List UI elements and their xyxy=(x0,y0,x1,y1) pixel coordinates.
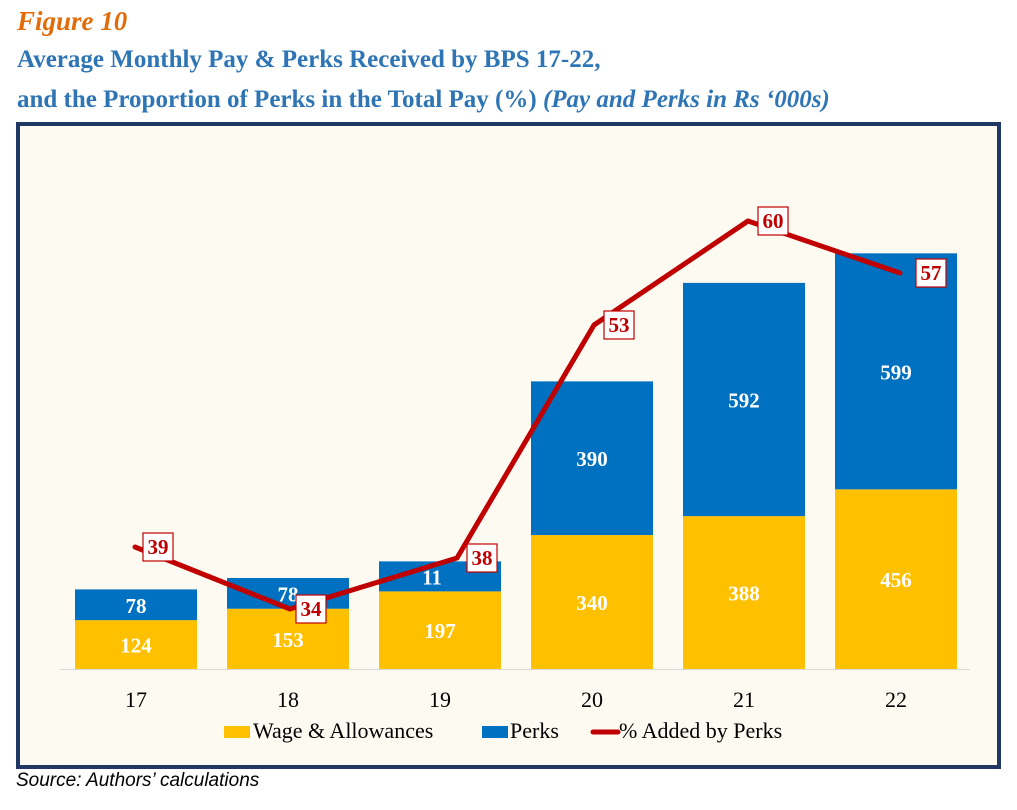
bar-wage-18 xyxy=(227,608,349,669)
bar-wage-19 xyxy=(379,591,501,669)
label-perks-19: 11 xyxy=(422,565,442,589)
label-wage-20: 340 xyxy=(576,591,608,615)
bar-wage-17 xyxy=(75,620,197,669)
label-perks-22: 599 xyxy=(880,360,912,384)
bar-wage-22 xyxy=(835,489,957,669)
chart-frame: 124 78 17 153 78 18 197 11 19 340 390 20 388 592 21 456… xyxy=(16,122,1001,769)
label-wage-18: 153 xyxy=(272,628,304,652)
line-label-20: 53 xyxy=(609,313,630,337)
source-note: Source: Authors’ calculations xyxy=(16,770,260,791)
legend-label-line: % Added by Perks xyxy=(619,718,782,743)
line-label-22: 57 xyxy=(921,261,942,285)
chart-title-line2: and the Proportion of Perks in the Total… xyxy=(17,86,830,114)
bar-perks-20 xyxy=(531,381,653,536)
label-perks-21: 592 xyxy=(728,389,760,413)
x-tick-18: 18 xyxy=(277,687,299,712)
bar-perks-21 xyxy=(683,282,805,517)
legend-swatch-wage xyxy=(224,726,250,738)
x-tick-20: 20 xyxy=(581,687,603,712)
line-label-17: 39 xyxy=(148,535,169,559)
line-label-18: 34 xyxy=(301,597,323,621)
legend-label-wage: Wage & Allowances xyxy=(253,718,433,743)
bar-perks-17 xyxy=(75,589,197,621)
chart-title-line1: Average Monthly Pay & Perks Received by … xyxy=(17,46,601,73)
stacked-bar-line-chart: 124 78 17 153 78 18 197 11 19 340 390 20 388 592 21 456… xyxy=(60,206,970,743)
chart-title-unit: (Pay and Perks in Rs ‘000s) xyxy=(542,86,830,113)
x-tick-21: 21 xyxy=(733,687,755,712)
line-label-box-18 xyxy=(295,594,327,624)
line-label-box-22 xyxy=(915,258,947,288)
line-label-box-21 xyxy=(757,206,789,236)
line-label-21: 60 xyxy=(763,209,784,233)
legend-label-perks: Perks xyxy=(510,718,559,743)
line-label-19: 38 xyxy=(472,546,493,570)
bar-wage-20 xyxy=(531,535,653,669)
figure-label: Figure 10 xyxy=(17,6,128,36)
x-tick-17: 17 xyxy=(125,687,147,712)
label-perks-17: 78 xyxy=(126,594,147,618)
label-wage-19: 197 xyxy=(424,619,456,643)
bar-perks-22 xyxy=(835,253,957,490)
x-tick-22: 22 xyxy=(885,687,907,712)
label-perks-18: 78 xyxy=(278,582,299,606)
label-perks-20: 390 xyxy=(576,447,608,471)
line-label-box-20 xyxy=(603,310,635,340)
legend-swatch-perks xyxy=(482,726,508,738)
chart-title-main: and the Proportion of Perks in the Total… xyxy=(17,86,537,113)
label-wage-17: 124 xyxy=(120,634,152,658)
line-label-box-17 xyxy=(142,532,174,562)
label-wage-22: 456 xyxy=(880,568,912,592)
bar-wage-21 xyxy=(683,516,805,669)
label-wage-21: 388 xyxy=(728,582,760,606)
x-tick-19: 19 xyxy=(429,687,451,712)
line-label-box-19 xyxy=(466,543,498,573)
